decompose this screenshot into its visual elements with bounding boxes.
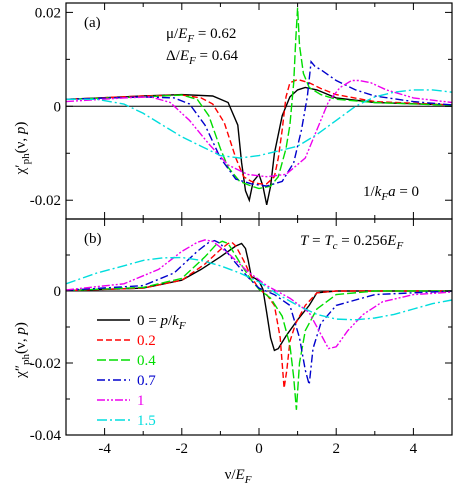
- x-axis-label: ν/EF: [225, 467, 252, 484]
- x-tick-label: 0: [255, 441, 263, 457]
- panel-b-temperature-annotation: T = Tc = 0.256EF: [300, 233, 403, 252]
- y-tick-label-b: 0: [54, 284, 62, 300]
- panel-a-delta-annotation: Δ/EF = 0.64: [166, 48, 238, 67]
- x-tick-label: -4: [98, 441, 111, 457]
- series-line-b-5: [65, 256, 453, 321]
- y-axis-label-a: χ′ph(ν, p): [13, 122, 32, 176]
- panel-b-label: (b): [84, 231, 102, 247]
- series-line-a-2: [65, 7, 453, 190]
- panel-a: 0.02 0 -0.02: [30, 2, 453, 220]
- legend-label-1: 0.2: [137, 333, 156, 349]
- series-line-b-2: [65, 240, 452, 410]
- x-tick-label: -2: [176, 441, 189, 457]
- legend-label-5: 1.5: [137, 413, 156, 429]
- panel-b: 0 -0.02 -0.04 -4 -2 0 2 4: [30, 218, 453, 457]
- plot-frame-b: [65, 218, 453, 436]
- series-line-b-4: [65, 239, 453, 350]
- series-line-a-3: [65, 59, 453, 187]
- y-tick-label-a: 0: [54, 99, 62, 115]
- series-line-b-3: [65, 239, 453, 385]
- series-line-a-4: [65, 79, 453, 178]
- x-tick-label: 4: [410, 441, 418, 457]
- x-tick-label: 2: [332, 441, 340, 457]
- legend: 0 = p/kF 0.2 0.4 0.7 1 1.5: [97, 313, 186, 429]
- y-tick-label-b: -0.02: [30, 356, 61, 372]
- legend-label-0: 0 = p/kF: [137, 313, 186, 332]
- panel-a-coupling-annotation: 1/kFa = 0: [363, 184, 419, 203]
- legend-label-3: 0.7: [137, 373, 156, 389]
- y-tick-label-a: -0.02: [30, 193, 61, 209]
- series-line-a-1: [65, 78, 453, 185]
- series-line-a-5: [66, 89, 453, 159]
- series-line-b-1: [65, 241, 452, 389]
- y-axis-label-b: χ″ph(ν, p): [13, 322, 32, 379]
- panel-a-label: (a): [84, 15, 101, 31]
- legend-label-2: 0.4: [137, 353, 156, 369]
- series-line-b-0: [65, 242, 452, 352]
- y-tick-label-a: 0.02: [35, 5, 61, 21]
- legend-label-4: 1: [137, 393, 145, 409]
- y-tick-label-b: -0.04: [30, 428, 62, 444]
- panel-a-mu-annotation: μ/EF = 0.62: [166, 26, 236, 45]
